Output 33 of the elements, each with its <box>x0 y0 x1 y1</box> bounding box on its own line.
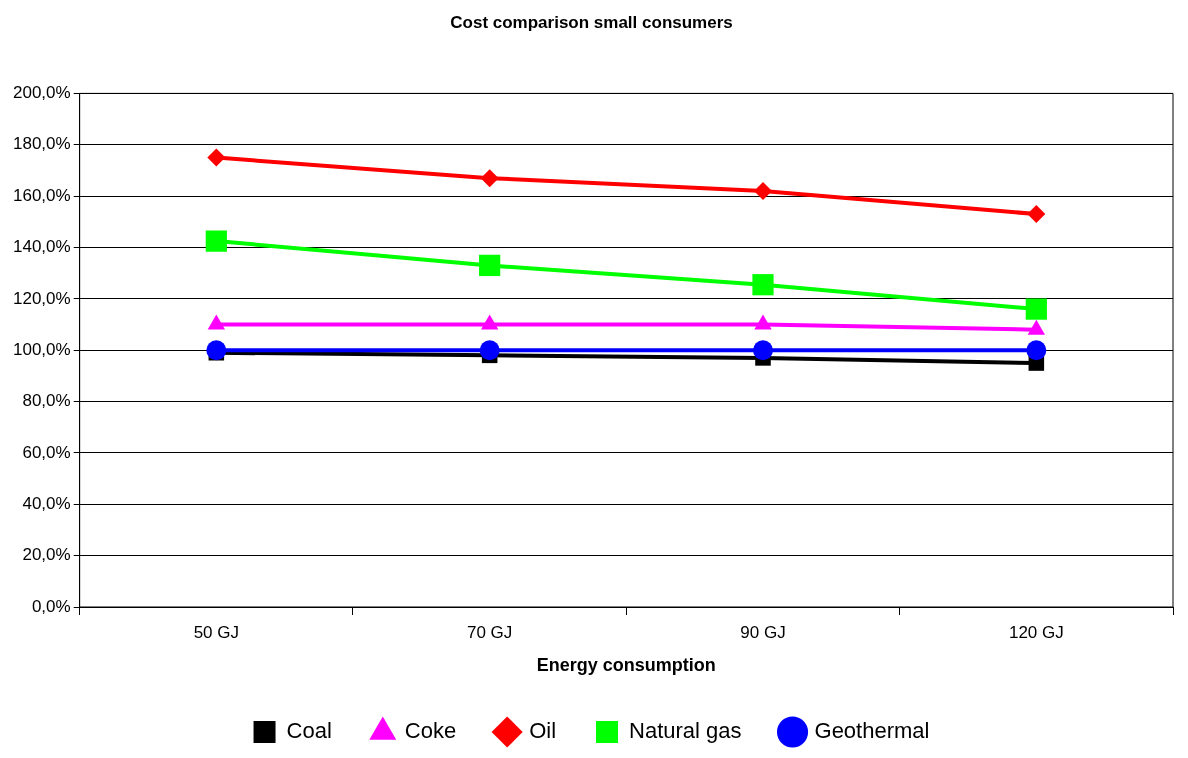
y-tick-label: 120,0% <box>12 288 71 308</box>
y-tick-label: 60,0% <box>22 442 71 462</box>
point <box>205 230 227 252</box>
y-tick-label: 100,0% <box>12 339 71 359</box>
y-tick-label: 0,0% <box>31 596 71 616</box>
point <box>479 340 500 361</box>
y-tick-label: 140,0% <box>12 237 71 257</box>
y-tick-label: 180,0% <box>12 134 71 154</box>
x-tick-label: 120 GJ <box>1008 622 1064 642</box>
point <box>1026 340 1047 361</box>
point <box>479 254 501 277</box>
y-tick-label: 160,0% <box>12 185 71 205</box>
legend-label: Coal <box>286 718 332 744</box>
x-tick-label: 90 GJ <box>740 622 786 642</box>
legend-label: Oil <box>529 718 557 744</box>
y-tick-label: 40,0% <box>22 493 71 513</box>
point <box>1025 298 1047 320</box>
x-tick-label: 70 GJ <box>466 622 513 642</box>
point <box>752 274 774 296</box>
legend-label: Natural gas <box>629 718 742 744</box>
y-tick-label: 80,0% <box>22 391 71 411</box>
point <box>1027 205 1046 224</box>
chart-title: Cost comparison small consumers <box>450 12 733 32</box>
point <box>480 169 499 188</box>
x-tick-label: 50 GJ <box>193 622 239 642</box>
y-tick-label: 200,0% <box>12 83 71 103</box>
y-tick-label: 20,0% <box>22 545 71 565</box>
point <box>753 340 773 361</box>
legend-label: Geothermal <box>814 718 930 744</box>
x-axis-title: Energy consumption <box>536 655 716 676</box>
point <box>207 148 226 167</box>
legend-label: Coke <box>404 718 457 744</box>
point <box>754 181 772 200</box>
